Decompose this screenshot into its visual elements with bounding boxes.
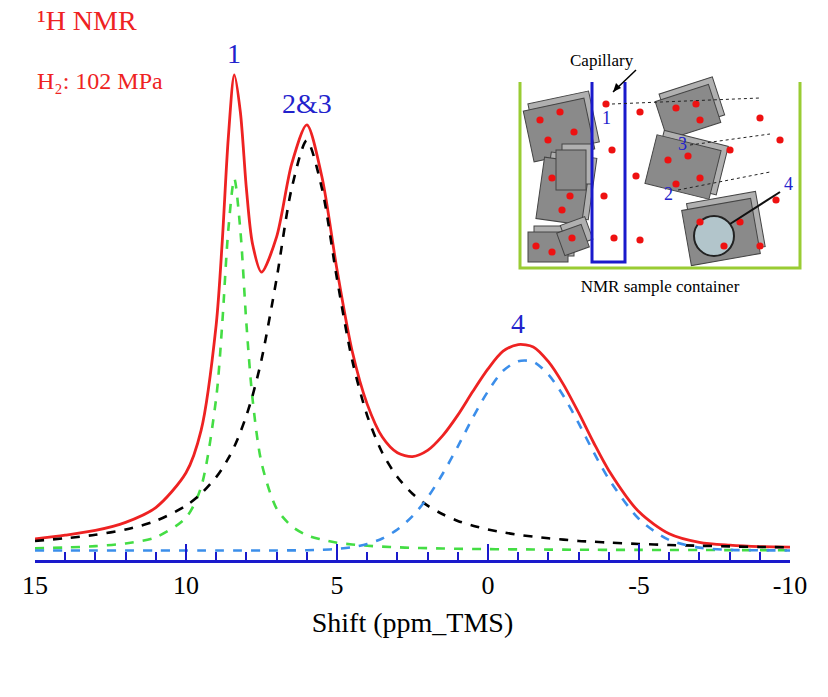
svg-text:-5: -5 xyxy=(628,571,650,600)
svg-text:4: 4 xyxy=(784,174,793,194)
svg-text:3: 3 xyxy=(678,134,687,154)
svg-text:2&3: 2&3 xyxy=(282,88,332,119)
svg-text:1: 1 xyxy=(227,38,241,69)
svg-text:0: 0 xyxy=(482,571,495,600)
svg-text:15: 15 xyxy=(22,571,48,600)
svg-text:5: 5 xyxy=(331,571,344,600)
svg-text:Capillary: Capillary xyxy=(570,51,634,70)
svg-text:-10: -10 xyxy=(773,571,808,600)
svg-text:Shift (ppm_TMS): Shift (ppm_TMS) xyxy=(312,607,513,638)
svg-text:10: 10 xyxy=(173,571,199,600)
svg-text:1: 1 xyxy=(602,108,611,128)
svg-text:NMR sample container: NMR sample container xyxy=(581,277,740,296)
svg-text:H₂: 102 MPa: H₂: 102 MPa xyxy=(37,68,163,94)
svg-text:4: 4 xyxy=(511,308,525,339)
svg-text:¹H NMR: ¹H NMR xyxy=(37,5,137,36)
svg-text:2: 2 xyxy=(664,184,673,204)
